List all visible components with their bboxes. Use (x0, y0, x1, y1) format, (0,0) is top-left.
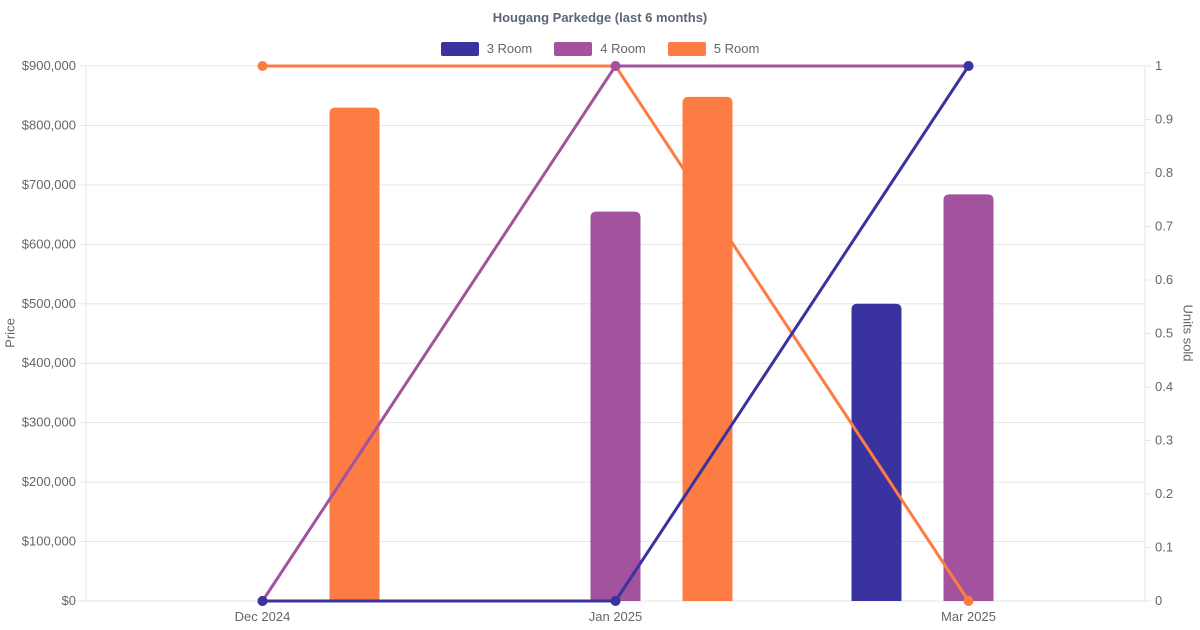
x-axis-tick-label: Dec 2024 (235, 609, 291, 624)
legend-item-5-room[interactable]: 5 Room (667, 41, 760, 56)
right-axis-tick-label: 0 (1155, 593, 1162, 608)
left-axis-tick-label: $800,000 (22, 117, 76, 132)
right-axis-tick-label: 0.4 (1155, 379, 1173, 394)
bar-5-room-dec-2024[interactable] (329, 107, 380, 601)
left-axis-tick-label: $200,000 (22, 474, 76, 489)
right-axis-tick-label: 0.5 (1155, 326, 1173, 341)
left-axis-tick-label: $0 (62, 593, 76, 608)
chart-title: Hougang Parkedge (last 6 months) (492, 10, 708, 25)
left-axis-tick-label: $600,000 (22, 236, 76, 251)
point-3-room-jan-2025[interactable] (610, 596, 621, 606)
right-axis-tick-label: 0.3 (1155, 433, 1173, 448)
right-axis-tick-label: 1 (1155, 58, 1162, 73)
point-4-room-jan-2025[interactable] (610, 61, 621, 71)
x-axis-tick-label: Jan 2025 (589, 609, 643, 624)
chart-legend: 3 Room 4 Room 5 Room (0, 41, 1200, 56)
legend-item-3-room[interactable]: 3 Room (440, 41, 533, 56)
point-5-room-dec-2024[interactable] (257, 61, 268, 71)
point-5-room-mar-2025[interactable] (963, 596, 974, 606)
left-axis-tick-label: $100,000 (22, 534, 76, 549)
right-axis-tick-label: 0.1 (1155, 540, 1173, 555)
left-axis-tick-label: $400,000 (22, 355, 76, 370)
right-axis-tick-label: 0.6 (1155, 272, 1173, 287)
left-axis-tick-label: $300,000 (22, 415, 76, 430)
legend-label: 3 Room (486, 41, 533, 56)
bar-5-room-jan-2025[interactable] (682, 96, 733, 602)
right-axis-tick-label: 0.2 (1155, 486, 1173, 501)
bar-4-room-mar-2025[interactable] (943, 194, 994, 601)
bar-4-room-jan-2025[interactable] (590, 211, 641, 601)
legend-swatch-icon (554, 41, 593, 56)
point-3-room-dec-2024[interactable] (257, 596, 268, 606)
legend-swatch-icon (440, 41, 479, 56)
bar-3-room-mar-2025[interactable] (851, 303, 902, 601)
legend-swatch-icon (667, 41, 706, 56)
right-axis-tick-label: 0.8 (1155, 165, 1173, 180)
right-axis-tick-label: 0.9 (1155, 112, 1173, 127)
legend-label: 5 Room (713, 41, 760, 56)
legend-label: 4 Room (600, 41, 646, 56)
left-axis-tick-label: $900,000 (22, 58, 76, 73)
right-axis-tick-label: 0.7 (1155, 219, 1173, 234)
point-3-room-mar-2025[interactable] (963, 61, 974, 71)
legend-item-4-room[interactable]: 4 Room (554, 41, 646, 56)
left-axis-tick-label: $500,000 (22, 296, 76, 311)
left-axis-tick-label: $700,000 (22, 177, 76, 192)
x-axis-tick-label: Mar 2025 (941, 609, 996, 624)
